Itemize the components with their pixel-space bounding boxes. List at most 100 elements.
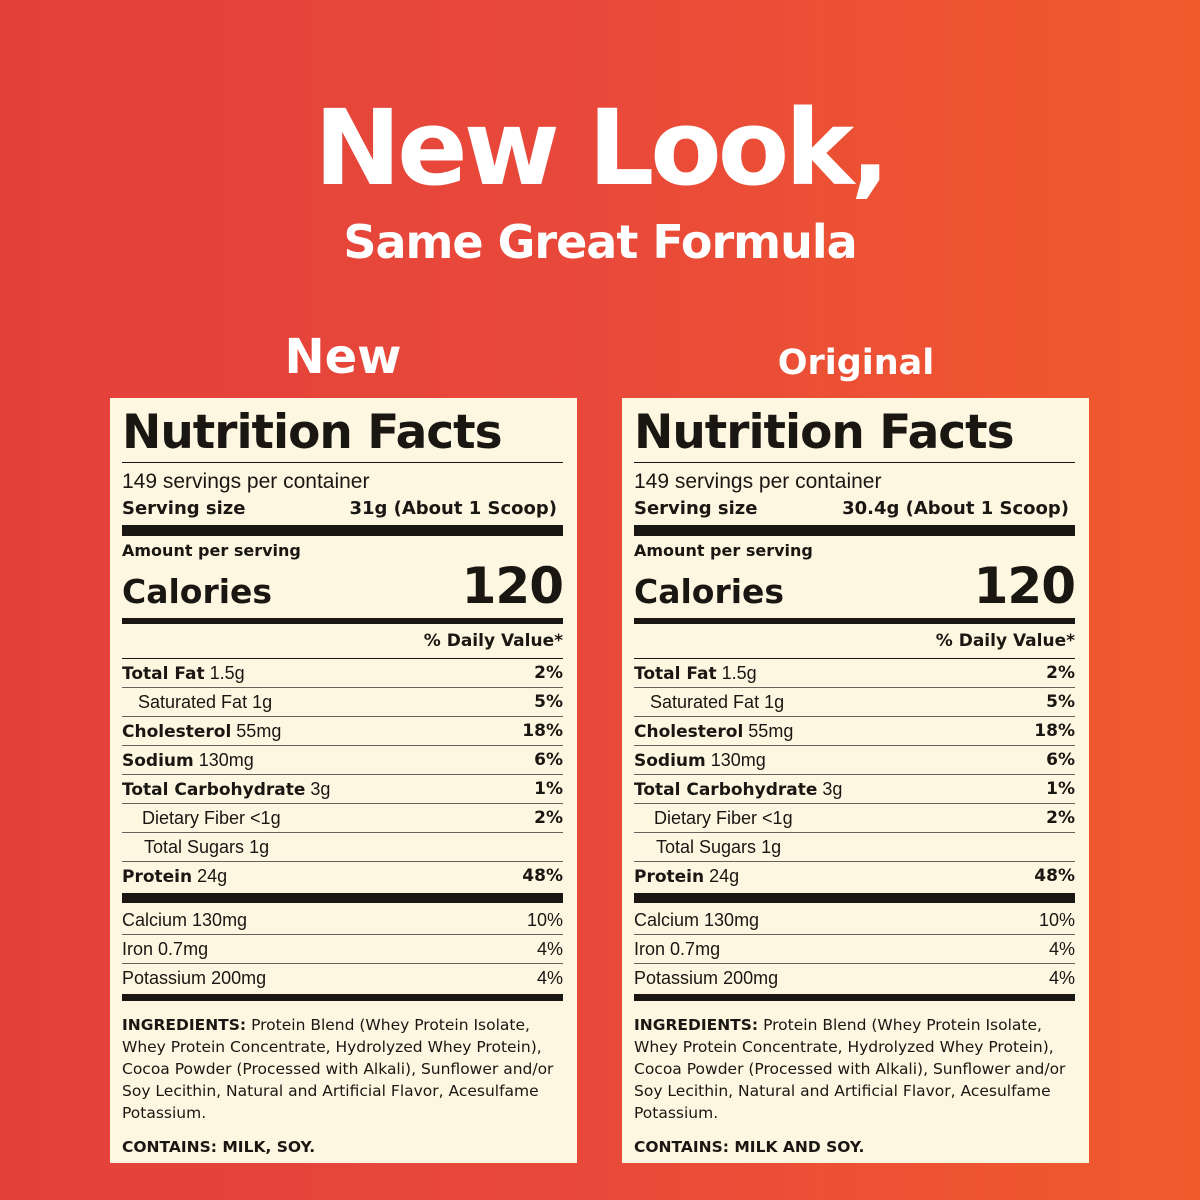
mineral-dv: 10% <box>526 910 563 930</box>
label-heading: New <box>284 329 402 385</box>
nutrient-dv: 18% <box>522 721 563 741</box>
calories-label: Calories <box>634 572 785 611</box>
mineral-row: Potassium 200mg 4% <box>634 964 1075 993</box>
nutrient-row: Total Carbohydrate 3g 1% <box>634 775 1075 804</box>
amount-per-serving: Amount per serving <box>122 541 301 560</box>
mineral-name: Iron <box>634 939 666 959</box>
nutrient-row: Total Sugars 1g <box>634 833 1075 862</box>
mineral-name: Potassium <box>122 968 207 988</box>
mineral-amount: 130mg <box>192 910 248 930</box>
nutrient-amount: 130mg <box>710 750 766 770</box>
mineral-row: Iron 0.7mg 4% <box>122 935 563 964</box>
allergen-statement: CONTAINS: MILK, SOY. <box>122 1138 316 1156</box>
nutrient-amount: 130mg <box>198 750 254 770</box>
mineral-amount: 0.7mg <box>158 939 209 959</box>
nutrient-row: Cholesterol 55mg 18% <box>122 717 563 746</box>
calories-label: Calories <box>122 572 273 611</box>
nutrient-name: Protein <box>122 867 193 887</box>
nutrient-row: Cholesterol 55mg 18% <box>634 717 1075 746</box>
mineral-dv: 4% <box>536 968 563 988</box>
nutrient-dv: 6% <box>534 750 563 770</box>
nutrient-row: Sodium 130mg 6% <box>634 746 1075 775</box>
mineral-row: Iron 0.7mg 4% <box>634 935 1075 964</box>
nutrient-amount: 1g <box>249 837 270 857</box>
calories-value: 120 <box>973 557 1076 615</box>
mineral-amount: 200mg <box>723 968 779 988</box>
nutrient-dv: 6% <box>1046 750 1075 770</box>
label-heading: Original <box>777 343 935 383</box>
nutrient-row: Dietary Fiber <1g 2% <box>122 804 563 833</box>
mineral-amount: 130mg <box>704 910 760 930</box>
nutrient-name: Total Fat <box>122 664 205 684</box>
divider <box>634 994 1075 1001</box>
nutrient-dv: 48% <box>1034 866 1075 886</box>
serving-size-label: Serving size <box>634 498 758 519</box>
mineral-dv: 10% <box>1038 910 1075 930</box>
nutrient-row: Total Fat 1.5g 2% <box>634 659 1075 688</box>
nutrient-name: Protein <box>634 867 705 887</box>
serving-size-label: Serving size <box>122 498 246 519</box>
nutrient-row: Saturated Fat 1g 5% <box>122 688 563 717</box>
divider <box>122 618 563 624</box>
nutrient-dv: 2% <box>1046 663 1075 683</box>
nutrient-dv: 2% <box>534 808 563 828</box>
nutrient-name: Total Carbohydrate <box>122 780 306 800</box>
divider <box>122 994 563 1001</box>
nutrient-name: Total Carbohydrate <box>634 780 818 800</box>
nutrient-dv: 18% <box>1034 721 1075 741</box>
nutrient-row: Sodium 130mg 6% <box>122 746 563 775</box>
nutrient-row: Saturated Fat 1g 5% <box>634 688 1075 717</box>
servings-per-container: 149 servings per container <box>122 470 370 493</box>
serving-size-value: 31g (About 1 Scoop) <box>349 498 557 519</box>
mineral-row: Calcium 130mg 10% <box>634 906 1075 935</box>
nutrient-name: Dietary Fiber <box>142 808 246 828</box>
serving-size: Serving size 31g (About 1 Scoop) <box>122 495 563 523</box>
nutrition-facts-title: Nutrition Facts <box>122 404 563 463</box>
nutrient-row: Protein 24g 48% <box>634 862 1075 891</box>
ingredients: INGREDIENTS: Protein Blend (Whey Protein… <box>634 1014 1075 1124</box>
nutrient-name: Total Fat <box>634 664 717 684</box>
servings-per-container: 149 servings per container <box>634 470 882 493</box>
nutrient-row: Protein 24g 48% <box>122 862 563 891</box>
serving-size: Serving size 30.4g (About 1 Scoop) <box>634 495 1075 523</box>
headline: New Look, <box>314 87 890 209</box>
divider <box>634 525 1075 536</box>
mineral-name: Calcium <box>122 910 188 930</box>
nutrition-facts-panel: Nutrition Facts 149 servings per contain… <box>110 398 577 1163</box>
nutrient-amount: 1.5g <box>209 663 245 683</box>
divider <box>122 893 563 903</box>
nutrient-amount: 3g <box>310 779 331 799</box>
divider <box>122 525 563 536</box>
mineral-name: Potassium <box>634 968 719 988</box>
nutrient-dv: 5% <box>534 692 563 712</box>
mineral-amount: 0.7mg <box>670 939 721 959</box>
mineral-dv: 4% <box>1048 939 1075 959</box>
nutrient-amount: 24g <box>197 866 228 886</box>
mineral-dv: 4% <box>536 939 563 959</box>
ingredients-label: INGREDIENTS: <box>122 1016 247 1034</box>
nutrient-amount: 3g <box>822 779 843 799</box>
calories-row: Calories 120 <box>122 560 564 612</box>
nutrition-facts-panel: Nutrition Facts 149 servings per contain… <box>622 398 1089 1163</box>
nutrient-amount: 1.5g <box>721 663 757 683</box>
mineral-dv: 4% <box>1048 968 1075 988</box>
serving-size-value: 30.4g (About 1 Scoop) <box>842 498 1069 519</box>
nutrient-dv: 1% <box>534 779 563 799</box>
nutrition-facts-title: Nutrition Facts <box>634 404 1075 463</box>
subheadline: Same Great Formula <box>343 215 857 269</box>
mineral-row: Calcium 130mg 10% <box>122 906 563 935</box>
divider <box>634 618 1075 624</box>
nutrient-name: Sodium <box>122 751 194 771</box>
nutrient-dv: 1% <box>1046 779 1075 799</box>
daily-value-header: % Daily Value* <box>122 624 563 659</box>
nutrient-row: Total Sugars 1g <box>122 833 563 862</box>
nutrient-amount: 24g <box>709 866 740 886</box>
mineral-amount: 200mg <box>211 968 267 988</box>
nutrient-name: Cholesterol <box>634 722 744 742</box>
nutrient-name: Saturated Fat <box>138 692 248 712</box>
nutrient-dv: 48% <box>522 866 563 886</box>
nutrient-name: Total Sugars <box>144 837 245 857</box>
mineral-row: Potassium 200mg 4% <box>122 964 563 993</box>
ingredients: INGREDIENTS: Protein Blend (Whey Protein… <box>122 1014 563 1124</box>
mineral-name: Calcium <box>634 910 700 930</box>
